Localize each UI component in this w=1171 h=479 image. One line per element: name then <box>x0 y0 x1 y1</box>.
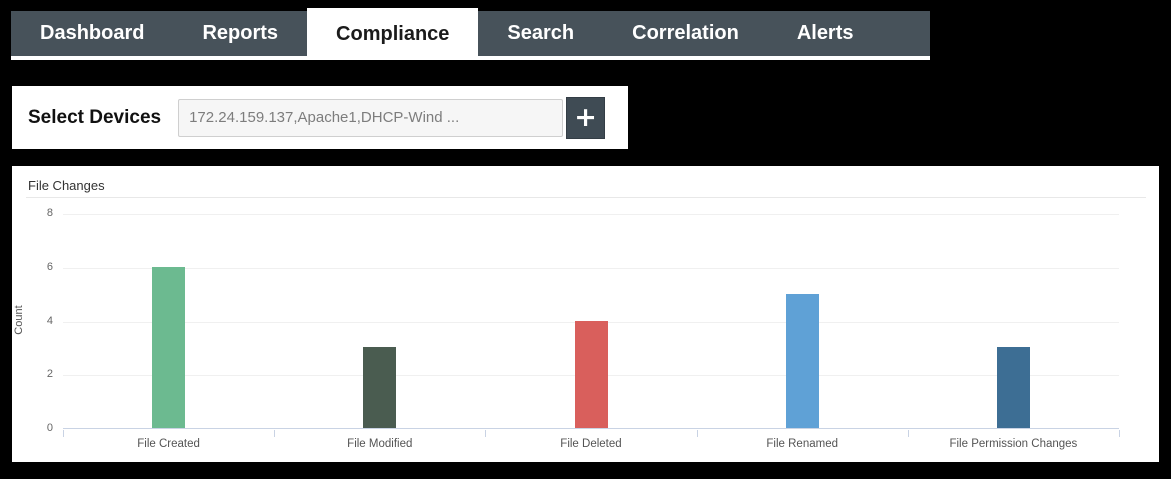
y-tick-label: 4 <box>46 314 53 327</box>
top-nav: Dashboard Reports Compliance Search Corr… <box>11 8 930 60</box>
x-tick-label-file-modified: File Modified <box>347 438 413 450</box>
y-tick-label: 0 <box>46 422 53 434</box>
y-tick-label: 2 <box>46 368 53 381</box>
x-axis-tick <box>696 430 698 437</box>
bar-file-modified[interactable] <box>363 347 397 428</box>
x-tick-label-file-created: File Created <box>137 438 200 450</box>
tab-dashboard[interactable]: Dashboard <box>40 22 145 44</box>
device-list-input[interactable]: 172.24.159.137,Apache1,DHCP-Wind ... <box>178 98 564 137</box>
bar-file-created[interactable] <box>152 266 186 428</box>
tab-reports[interactable]: Reports <box>202 22 279 44</box>
select-devices-label: Select Devices <box>28 106 162 128</box>
plot-area <box>63 214 1119 429</box>
chart-title: File Changes <box>28 178 105 193</box>
x-axis-tick <box>485 430 487 437</box>
x-axis-tick <box>1119 430 1120 437</box>
gridline-y-6 <box>63 267 1119 269</box>
bar-file-renamed[interactable] <box>785 293 819 428</box>
bar-file-deleted[interactable] <box>574 320 608 428</box>
tab-alerts[interactable]: Alerts <box>796 22 854 44</box>
gridline-y-8 <box>63 214 1119 215</box>
tab-compliance[interactable]: Compliance <box>307 8 479 60</box>
device-selector-panel: Select Devices 172.24.159.137,Apache1,DH… <box>12 86 628 149</box>
bar-file-permission-changes[interactable] <box>996 347 1030 428</box>
x-axis-tick <box>63 430 64 437</box>
tab-correlation[interactable]: Correlation <box>632 22 739 44</box>
title-divider <box>26 197 1146 198</box>
add-device-button[interactable]: + <box>566 96 606 139</box>
x-axis-tick <box>907 430 909 437</box>
y-tick-label: 6 <box>46 260 53 273</box>
tab-search[interactable]: Search <box>507 22 575 44</box>
y-tick-label: 8 <box>46 207 53 219</box>
x-axis-tick <box>274 430 276 437</box>
file-changes-panel: File Changes Count 0 2 4 6 8 File Created File… <box>12 166 1159 462</box>
x-tick-label-file-permission-changes: File Permission Changes <box>949 438 1078 450</box>
x-tick-label-file-deleted: File Deleted <box>560 438 622 450</box>
plus-icon: + <box>574 101 597 133</box>
x-tick-label-file-renamed: File Renamed <box>766 438 838 450</box>
